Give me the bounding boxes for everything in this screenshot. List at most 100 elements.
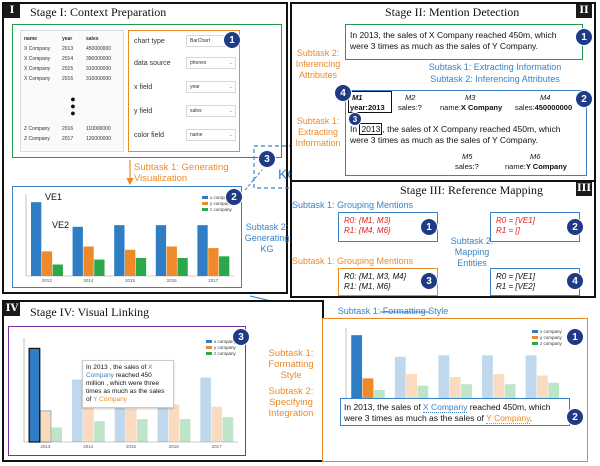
input-sentence: In 2013, the sales of X Company reached …	[350, 30, 557, 51]
tick-label: 2017	[212, 444, 223, 449]
bar	[417, 385, 429, 400]
config-data-source[interactable]: data source phones ⌄	[134, 56, 236, 70]
bar	[28, 347, 41, 443]
chevron-down-icon: ⌄	[228, 60, 233, 66]
mention-m3-label: M3	[465, 93, 476, 102]
bar	[536, 375, 548, 400]
table-header: name	[24, 36, 38, 42]
table-row: Z Company 2016 110000000	[24, 126, 111, 132]
mention-panel	[345, 90, 587, 176]
legend-swatch	[206, 346, 212, 349]
table-row: Z Company 2017 120000000	[24, 136, 112, 142]
legend-label: z company	[210, 207, 233, 212]
bar	[136, 419, 148, 442]
stage2-step-3: 3	[348, 112, 362, 126]
legend-label: z company	[540, 341, 563, 346]
bar	[30, 202, 42, 276]
bar	[197, 225, 208, 276]
bar	[94, 421, 105, 442]
tick-label: 2014	[83, 278, 94, 283]
stage4-title: Stage IV: Visual Linking	[30, 305, 150, 319]
stage1-step-1: 1	[223, 31, 241, 49]
config-y-field[interactable]: y field sales ⌄	[134, 104, 236, 118]
stage3-step-2: 2	[566, 218, 584, 236]
bar	[177, 257, 188, 276]
chevron-down-icon: ⌄	[228, 132, 233, 138]
stage1-number: I	[4, 4, 20, 18]
legend-swatch	[206, 340, 212, 343]
bar	[406, 374, 418, 400]
mention-m4-value: sales:450000000	[515, 103, 573, 112]
stage2-step-1: 1	[575, 28, 593, 46]
stage3-step-1: 1	[420, 218, 438, 236]
bar	[461, 384, 472, 400]
m1-highlight	[348, 91, 392, 113]
stage3-title: Stage III: Reference Mapping	[400, 183, 543, 197]
stage4-number: IV	[4, 302, 20, 316]
stage2-orange-extract: Subtask 1: Extracting Information	[295, 116, 341, 148]
legend-swatch	[206, 352, 212, 355]
legend-label: x company	[210, 195, 233, 200]
bar	[125, 408, 137, 442]
mention-m2-value: sales:?	[398, 103, 422, 112]
bar	[362, 378, 374, 400]
stage2-subtask-infer: Subtask 2: Inferencing Attributes	[430, 74, 560, 84]
tick-label: 2016	[167, 278, 178, 283]
final-sentence-frame	[340, 398, 570, 426]
tick-label: 2015	[125, 278, 136, 283]
bar	[51, 427, 63, 442]
table-row: X Company 2014 390000000	[24, 56, 112, 62]
stage4-subtask-integrate: Subtask 2: Specifying Integration	[268, 386, 314, 419]
final-sentence: In 2013, the sales of X Company reached …	[344, 402, 551, 424]
bar	[373, 389, 385, 400]
bar	[449, 376, 461, 400]
tick-label: 2017	[208, 278, 219, 283]
mention-m6-value: name:Y Company	[505, 162, 567, 171]
table-header: year	[62, 36, 73, 42]
stage2-orange-infer: Subtask 2: Inferencing Attributes	[295, 48, 341, 80]
data-table: name year sales X Company 2013 450000000 X…	[24, 34, 122, 84]
legend-label: x company	[214, 339, 237, 344]
bar	[83, 404, 94, 442]
legend-label: x company	[540, 329, 563, 334]
mention-m4-label: M4	[540, 93, 551, 102]
bar	[548, 382, 560, 400]
bar	[135, 257, 147, 276]
mention-m6-label: M6	[530, 152, 541, 161]
table-header: sales	[86, 36, 99, 42]
table-row: X Company 2015 310000000	[24, 66, 112, 72]
bar	[39, 410, 52, 443]
stage3-step-3: 3	[420, 272, 438, 290]
stage2-title: Stage II: Mention Detection	[385, 5, 520, 19]
legend-swatch	[532, 336, 538, 339]
bar	[493, 374, 505, 400]
bar	[211, 406, 223, 442]
legend-swatch	[202, 208, 208, 211]
bar	[200, 377, 211, 442]
legend-swatch	[532, 330, 538, 333]
context-inputs-frame	[12, 24, 282, 158]
bar	[222, 417, 234, 442]
bar	[482, 355, 493, 400]
tick-label: 2013	[40, 444, 51, 449]
stage2-step-2: 2	[575, 90, 593, 108]
legend-swatch	[202, 196, 208, 199]
ellipsis-dots: ● ● ●	[70, 94, 76, 118]
stage3-subtask-group-orange: Subtask 1: Grouping Mentions	[292, 256, 414, 266]
bar	[208, 248, 219, 276]
chevron-down-icon: ⌄	[228, 84, 233, 90]
stage4-subtask-format: Subtask 1: Formatting Style	[268, 348, 314, 381]
tick-label: 2013	[42, 278, 53, 283]
stage2-step-4: 4	[334, 84, 352, 102]
mention-m5-value: sales:?	[455, 162, 479, 171]
stage3-subtask-mapping: Subtask 2: Mapping Entities	[450, 236, 494, 268]
data-table-frame	[20, 30, 124, 152]
config-x-field[interactable]: x field year ⌄	[134, 80, 236, 94]
bar	[438, 355, 450, 400]
bar	[155, 225, 167, 276]
annotated-sentence: In 2013, the sales of X Company reached …	[350, 123, 561, 145]
chart-tooltip: In 2013 , the sales of X Company reached…	[82, 360, 174, 408]
bar	[41, 251, 53, 276]
config-color-field[interactable]: color field name ⌄	[134, 128, 236, 142]
